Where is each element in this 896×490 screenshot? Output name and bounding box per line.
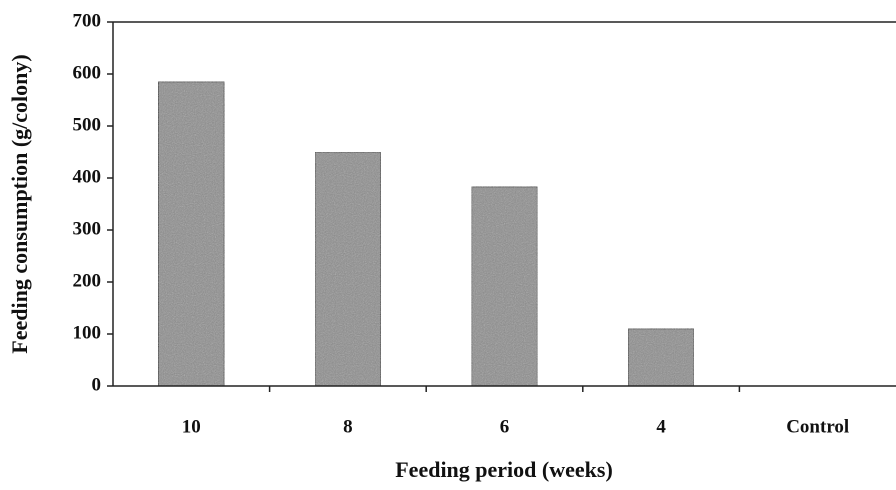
x-tick-label: 8 xyxy=(343,416,353,437)
y-axis-title: Feeding consumption (g/colony) xyxy=(7,54,32,353)
y-tick-label: 200 xyxy=(73,270,102,291)
x-axis-title: Feeding period (weeks) xyxy=(395,457,613,482)
y-tick-label: 400 xyxy=(73,166,102,187)
bar xyxy=(157,81,225,387)
x-tick-label: 4 xyxy=(656,416,666,437)
bar xyxy=(471,186,538,387)
y-tick-label: 300 xyxy=(73,218,102,239)
y-tick-label: 100 xyxy=(73,322,102,343)
x-tick-label: 6 xyxy=(500,416,510,437)
y-tick-label: 600 xyxy=(73,62,102,83)
y-tick-label: 500 xyxy=(73,114,102,135)
y-tick-label: 0 xyxy=(92,374,102,395)
x-tick-label: Control xyxy=(786,416,849,437)
y-tick-label: 700 xyxy=(73,10,102,31)
x-tick-label: 10 xyxy=(182,416,201,437)
bar xyxy=(314,151,382,387)
bar xyxy=(627,328,695,387)
